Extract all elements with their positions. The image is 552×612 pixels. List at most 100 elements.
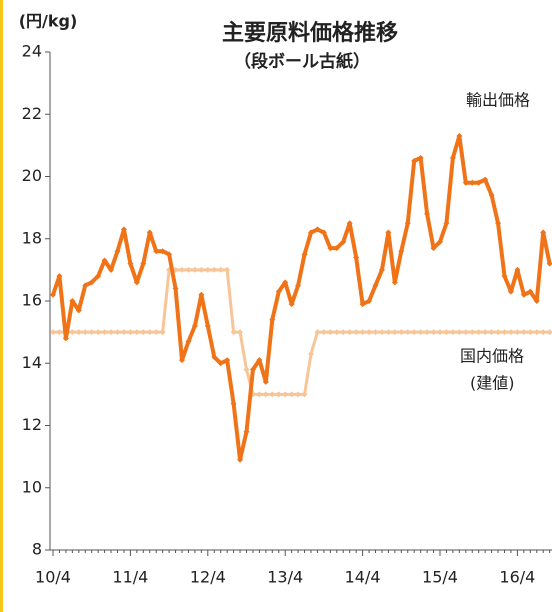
marker [282,391,289,398]
marker [430,329,437,336]
marker [211,354,218,361]
marker [462,329,469,336]
marker [288,391,295,398]
marker [430,245,437,252]
marker [469,179,476,186]
marker [333,245,340,252]
marker [269,391,276,398]
marker [275,391,282,398]
marker [372,329,379,336]
marker [385,329,392,336]
y-tick-label: 10 [22,477,42,496]
marker [372,282,379,289]
marker [120,329,127,336]
marker [75,307,82,314]
marker [56,273,63,280]
marker [366,298,373,304]
marker [262,391,269,398]
marker [159,248,166,255]
marker [527,329,534,336]
marker [353,329,360,336]
marker [185,338,192,345]
marker [378,266,385,273]
marker [327,329,334,336]
marker [469,329,476,336]
marker [507,329,514,336]
marker [140,260,147,267]
marker [262,378,269,385]
marker [346,220,353,227]
marker [288,301,295,308]
marker [482,329,489,336]
marker [314,329,321,336]
marker [179,357,185,364]
y-axis-label: (円/kg) [19,12,78,31]
marker [269,316,276,323]
marker [340,238,347,245]
marker [127,260,134,267]
marker [398,248,405,255]
marker [449,154,456,161]
marker [391,279,398,286]
marker [449,329,456,336]
marker [95,273,102,280]
marker [50,329,56,336]
marker [185,266,192,273]
marker [359,301,366,308]
marker [417,329,424,336]
marker [95,329,102,336]
chart-title: 主要原料価格推移 [222,20,398,46]
marker [243,428,250,435]
marker [495,329,502,336]
marker [514,266,521,273]
marker [120,226,127,233]
marker [301,251,308,258]
marker [507,288,514,295]
marker [153,329,160,336]
marker [198,266,205,273]
marker [108,266,115,273]
marker [520,329,527,336]
x-tick-label: 13/4 [267,568,303,587]
marker [411,329,418,336]
marker [146,329,153,336]
marker [101,329,108,336]
marker [495,220,502,227]
marker [198,291,205,298]
y-tick-label: 16 [22,291,42,310]
marker [133,329,140,336]
marker [237,456,244,463]
marker [417,154,424,161]
marker [475,179,482,186]
marker [204,266,211,273]
marker [546,329,552,336]
series-line [51,134,552,462]
marker [217,360,224,367]
marker [520,291,527,298]
marker [88,279,95,286]
marker [256,357,263,364]
marker [82,329,89,336]
y-tick-label: 14 [22,353,42,372]
x-tick-label: 15/4 [422,568,458,587]
marker [204,322,211,329]
marker [56,329,63,336]
marker [211,266,218,273]
annotation: (建値) [470,374,515,393]
marker [353,254,360,261]
marker [488,329,495,336]
y-tick-label: 24 [22,42,42,61]
marker [320,329,327,336]
y-tick-label: 12 [22,415,42,434]
marker [398,329,405,336]
marker [501,329,508,336]
marker [533,298,540,304]
marker [437,329,443,336]
marker [533,329,540,336]
marker [191,266,198,273]
marker [50,291,56,298]
marker [230,400,237,407]
marker [443,220,450,227]
marker [346,329,353,336]
